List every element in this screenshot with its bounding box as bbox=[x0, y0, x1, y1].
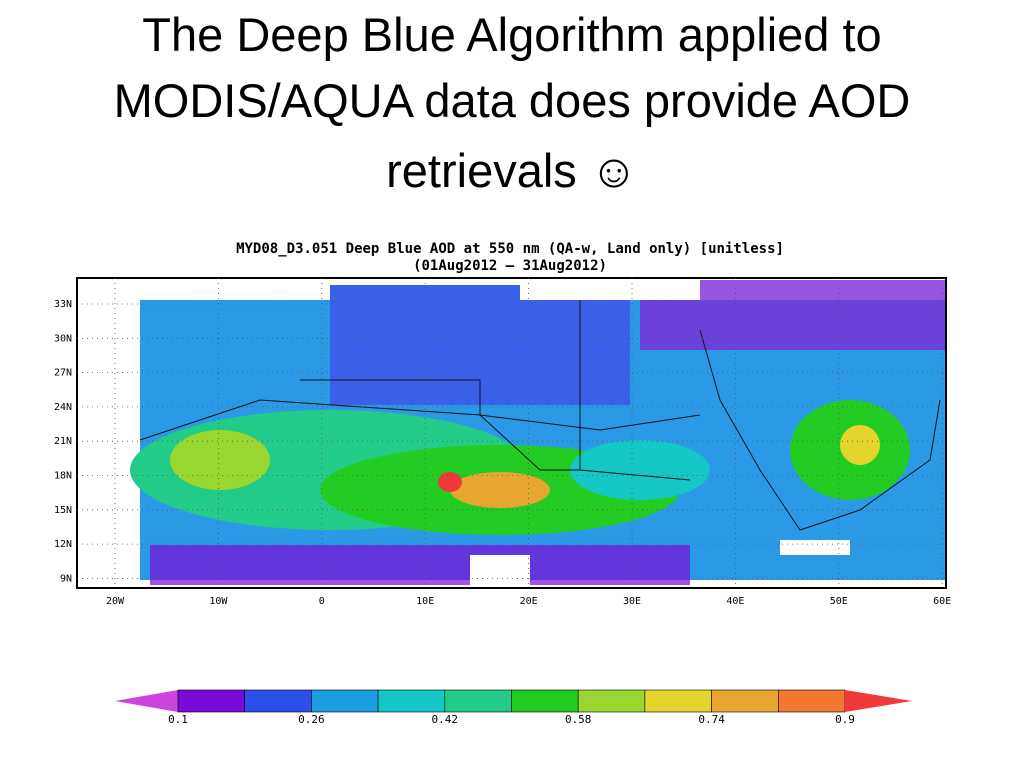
colorbar-label: 0.9 bbox=[835, 713, 855, 726]
lon-label: 30E bbox=[623, 596, 641, 607]
colorbar-box bbox=[244, 689, 312, 713]
colorbar-box bbox=[711, 689, 779, 713]
colorbar-box bbox=[577, 689, 646, 713]
lon-label: 0 bbox=[319, 596, 325, 607]
colorbar-box bbox=[777, 689, 846, 713]
lat-label: 33N bbox=[54, 299, 72, 310]
slide-title-line: MODIS/AQUA data does provide AOD bbox=[113, 74, 911, 127]
colorbar-label: 0.58 bbox=[565, 713, 592, 726]
colorbar-label: 0.42 bbox=[432, 713, 459, 726]
colorbar-box bbox=[377, 689, 446, 713]
colorbar-label: 0.74 bbox=[698, 713, 725, 726]
lon-label: 60E bbox=[933, 596, 951, 607]
lon-label: 10E bbox=[416, 596, 434, 607]
lat-label: 18N bbox=[54, 471, 72, 482]
colorbar-box bbox=[511, 689, 579, 713]
lat-label: 27N bbox=[54, 368, 72, 379]
map-subtitle: (01Aug2012 – 31Aug2012) bbox=[413, 258, 607, 274]
colorbar-tip bbox=[845, 690, 912, 712]
colorbar-box bbox=[311, 689, 379, 713]
slide-title-line: retrievals ☺ bbox=[386, 144, 638, 197]
lon-label: 10W bbox=[209, 596, 228, 607]
lat-label: 30N bbox=[54, 333, 72, 344]
lon-label: 20W bbox=[106, 596, 125, 607]
lat-label: 21N bbox=[54, 436, 72, 447]
slide-title-line: The Deep Blue Algorithm applied to bbox=[142, 8, 882, 61]
colorbar-label: 0.1 bbox=[168, 713, 188, 726]
lat-label: 12N bbox=[54, 539, 72, 550]
lon-label: 40E bbox=[726, 596, 744, 607]
colorbar-box bbox=[177, 689, 245, 713]
colorbar-box bbox=[444, 689, 512, 713]
lon-label: 50E bbox=[830, 596, 848, 607]
lat-label: 24N bbox=[54, 402, 72, 413]
map-title: MYD08_D3.051 Deep Blue AOD at 550 nm (QA… bbox=[236, 241, 784, 257]
lat-label: 15N bbox=[54, 505, 72, 516]
lat-label: 9N bbox=[60, 573, 72, 584]
map-field bbox=[76, 277, 947, 589]
colorbar-box bbox=[644, 689, 712, 713]
colorbar-tip bbox=[115, 690, 178, 712]
colorbar-label: 0.26 bbox=[298, 713, 325, 726]
lon-label: 20E bbox=[520, 596, 538, 607]
